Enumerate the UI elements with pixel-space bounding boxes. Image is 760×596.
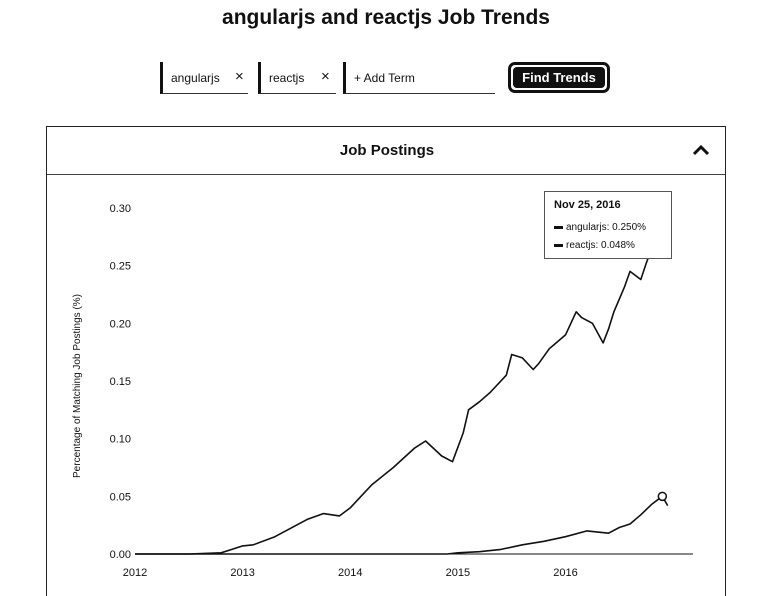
- page-title: angularjs and reactjs Job Trends: [222, 6, 550, 29]
- x-tick-label: 2016: [553, 567, 577, 579]
- y-tick-label: 0.00: [110, 549, 131, 561]
- tooltip-row-reactjs: reactjs: 0.048%: [554, 240, 635, 251]
- find-trends-label: Find Trends: [513, 67, 605, 88]
- remove-term-icon[interactable]: ×: [321, 68, 330, 85]
- series-line-reactjs: [135, 495, 669, 555]
- y-tick-label: 0.15: [110, 376, 131, 388]
- term-chip-label: reactjs: [269, 71, 305, 85]
- y-axis-label: Percentage of Matching Job Postings (%): [72, 294, 83, 478]
- job-trend-chart: 0.00 0.05 0.10 0.15 0.20 0.25 0.30 2012 2013 2014…: [72, 203, 693, 579]
- y-tick-label: 0.30: [110, 203, 131, 215]
- highlight-point-reactjs: [657, 491, 668, 502]
- term-chip-reactjs[interactable]: reactjs ×: [258, 62, 336, 94]
- panel-title: Job Postings: [339, 142, 435, 159]
- panel-header[interactable]: Job Postings: [47, 127, 725, 175]
- tooltip-series-name: reactjs: [566, 240, 596, 251]
- tooltip-date: Nov 25, 2016: [554, 199, 621, 211]
- x-tick-label: 2015: [446, 567, 470, 579]
- hover-tooltip: Nov 25, 2016 angularjs: 0.250% reactjs: …: [544, 191, 672, 259]
- remove-term-icon[interactable]: ×: [235, 68, 244, 85]
- y-tick-label: 0.10: [110, 434, 131, 446]
- x-tick-label: 2014: [338, 567, 362, 579]
- series-swatch: [554, 243, 563, 247]
- add-term-placeholder: + Add Term: [354, 71, 415, 85]
- series-swatch: [554, 225, 563, 229]
- job-postings-panel: Job Postings: [46, 126, 726, 596]
- term-chip-label: angularjs: [171, 71, 220, 85]
- tooltip-series-value: 0.250%: [612, 222, 647, 233]
- y-tick-label: 0.05: [110, 491, 131, 503]
- x-tick-label: 2012: [123, 567, 147, 579]
- tooltip-series-name: angularjs: [566, 222, 607, 233]
- find-trends-button[interactable]: Find Trends: [508, 62, 610, 93]
- term-chip-angularjs[interactable]: angularjs ×: [160, 62, 248, 94]
- y-tick-label: 0.25: [110, 261, 131, 273]
- tooltip-row-angularjs: angularjs: 0.250%: [554, 222, 646, 233]
- tooltip-series-value: 0.048%: [601, 240, 635, 251]
- series-line-angularjs: [135, 228, 669, 555]
- add-term-input[interactable]: + Add Term: [343, 62, 495, 94]
- chevron-up-icon[interactable]: [692, 143, 710, 157]
- x-tick-label: 2013: [230, 567, 254, 579]
- y-tick-label: 0.20: [110, 318, 131, 330]
